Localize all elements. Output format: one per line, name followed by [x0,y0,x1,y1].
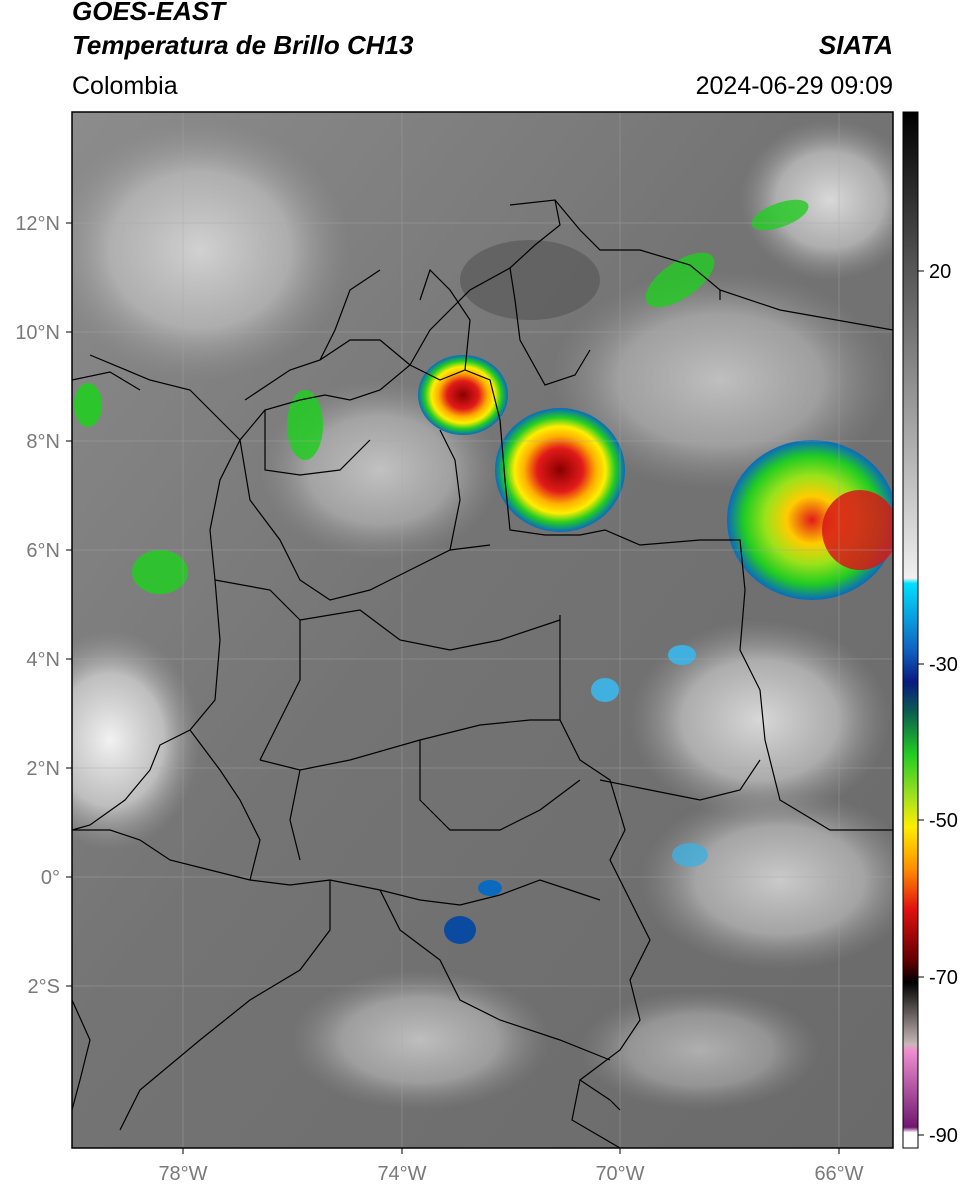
satellite-title: GOES-EAST [72,0,226,26]
lon-axis: 78°W 74°W 70°W 66°W [158,1163,863,1185]
lat-tick: 2°S [28,976,60,998]
colorbar-tick: -50 [929,810,958,832]
colorbar: 20 -30 -50 -70 -90 [902,111,958,1149]
lat-tick: 4°N [26,649,60,671]
lat-axis: 12°N 10°N 8°N 6°N 4°N 2°N 0° 2°S [15,213,60,998]
lon-tick: 74°W [377,1163,426,1185]
lon-tick: 66°W [814,1163,863,1185]
colorbar-tick: 20 [929,261,951,283]
lon-tick: 70°W [595,1163,644,1185]
lat-tick: 6°N [26,540,60,562]
datetime-label: 2024-06-29 09:09 [695,72,893,100]
gridlines [72,112,893,1148]
borders [72,199,893,1148]
colorbar-scale [902,111,919,1149]
colorbar-tick: -30 [929,654,958,676]
lat-tick: 2°N [26,758,60,780]
colorbar-tick: -70 [929,967,958,989]
lat-tick: 0° [41,867,60,889]
source-label: SIATA [818,30,893,60]
colorbar-tick: -90 [929,1125,958,1147]
lon-tick: 78°W [158,1163,207,1185]
lat-tick: 10°N [15,322,60,344]
map-frame [71,111,894,1149]
product-title: Temperatura de Brillo CH13 [72,30,414,60]
lat-tick: 8°N [26,431,60,453]
lat-tick: 12°N [15,213,60,235]
region-label: Colombia [72,72,178,100]
map-imagery [72,112,893,1148]
